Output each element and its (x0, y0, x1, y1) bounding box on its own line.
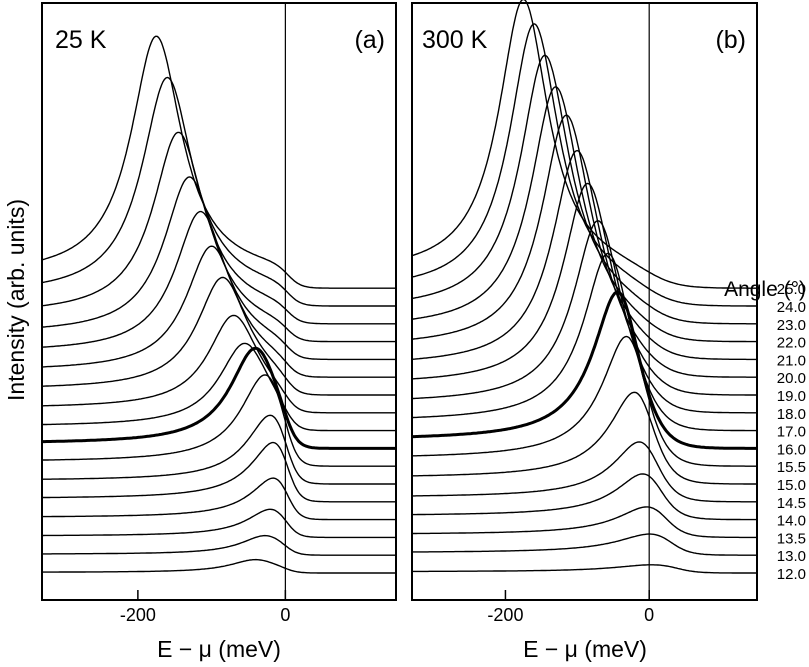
spectrum-a-14.5 (42, 441, 396, 503)
spectrum-b-23.0 (411, 54, 757, 325)
spectrum-b-12.0 (412, 564, 757, 574)
spectrum-b-15.0 (411, 391, 757, 485)
spectrum-a-15.5 (41, 374, 396, 467)
spectrum-a-21.0 (41, 210, 396, 361)
angle-label-21.0: 21.0 (777, 352, 806, 369)
x-tick-label-b-1: 0 (644, 605, 654, 625)
panel-a-ticks: -200 0 (120, 590, 290, 625)
x-tick-label-a-0: -200 (120, 605, 156, 625)
spectrum-b-17.0 (411, 252, 757, 432)
spectrum-b-13.5 (412, 506, 757, 539)
panel-b-label: (b) (715, 26, 746, 54)
panel-b-frame (411, 2, 758, 601)
panel-b-xlabel: E − μ (meV) (523, 636, 647, 662)
spectrum-a-13.5 (42, 508, 396, 539)
angle-label-17.0: 17.0 (777, 424, 806, 441)
angle-label-16.0: 16.0 (777, 441, 806, 458)
angle-label-19.0: 19.0 (777, 388, 806, 405)
spectrum-a-17.0 (42, 342, 396, 432)
spectrum-a-12.0 (42, 558, 396, 574)
panel-a-temperature: 25 K (55, 26, 107, 54)
panel-b: -200 0 300 K (b) E − μ (meV) (411, 0, 758, 662)
panel-b-temperature: 300 K (422, 26, 488, 54)
angle-label-18.0: 18.0 (777, 406, 806, 423)
spectrum-a-22.0 (41, 176, 396, 343)
angle-label-14.0: 14.0 (777, 513, 806, 530)
angle-label-22.0: 22.0 (777, 335, 806, 352)
spectrum-b-14.0 (412, 473, 757, 521)
panel-b-ticks: -200 0 (487, 590, 654, 625)
angle-label-24.0: 24.0 (777, 299, 806, 316)
spectrum-b-13.0 (412, 533, 757, 556)
spectrum-a-20.0 (42, 245, 396, 378)
spectrum-a-24.0 (41, 76, 396, 307)
spectrum-b-19.0 (411, 182, 757, 396)
spectrum-a-13.0 (42, 534, 396, 556)
panel-b-spectra (411, 0, 757, 574)
angle-label-13.5: 13.5 (777, 530, 806, 547)
spectrum-b-24.0 (411, 23, 757, 307)
panel-a-label: (a) (354, 26, 385, 54)
panel-a-spectra (41, 35, 396, 574)
spectrum-a-16.0 (42, 346, 396, 450)
spectrum-a-25.0 (41, 35, 396, 289)
angle-label-12.0: 12.0 (777, 566, 806, 583)
spectrum-b-22.0 (411, 86, 757, 343)
spectrum-b-14.5 (412, 441, 757, 503)
angle-label-15.0: 15.0 (777, 477, 806, 494)
angle-label-15.5: 15.5 (777, 459, 806, 476)
x-tick-label-b-0: -200 (487, 605, 523, 625)
panel-a: -200 0 25 K (a) E − μ (meV) (41, 2, 397, 662)
spectrum-b-16.0 (411, 290, 757, 450)
spectrum-b-18.0 (411, 220, 757, 414)
angle-label-23.0: 23.0 (777, 317, 806, 334)
spectrum-a-14.0 (42, 477, 396, 521)
x-tick-label-a-1: 0 (280, 605, 290, 625)
spectrum-a-19.0 (42, 276, 396, 396)
y-axis-label: Intensity (arb. units) (3, 199, 29, 401)
angle-label-14.5: 14.5 (777, 495, 806, 512)
panel-a-xlabel: E − μ (meV) (157, 636, 281, 662)
angle-label-13.0: 13.0 (777, 548, 806, 565)
panel-a-frame (41, 2, 397, 601)
spectrum-a-18.0 (42, 314, 396, 414)
angle-label-20.0: 20.0 (777, 370, 806, 387)
angle-legend-title: Angle (°) (724, 278, 806, 301)
angle-labels: 25.024.023.022.021.020.019.018.017.016.0… (777, 281, 806, 583)
spectrum-b-21.0 (411, 114, 757, 361)
spectrum-b-20.0 (411, 149, 757, 378)
angle-label-25.0: 25.0 (777, 281, 806, 298)
spectrum-a-15.0 (41, 414, 396, 485)
spectrum-b-15.5 (411, 335, 757, 467)
